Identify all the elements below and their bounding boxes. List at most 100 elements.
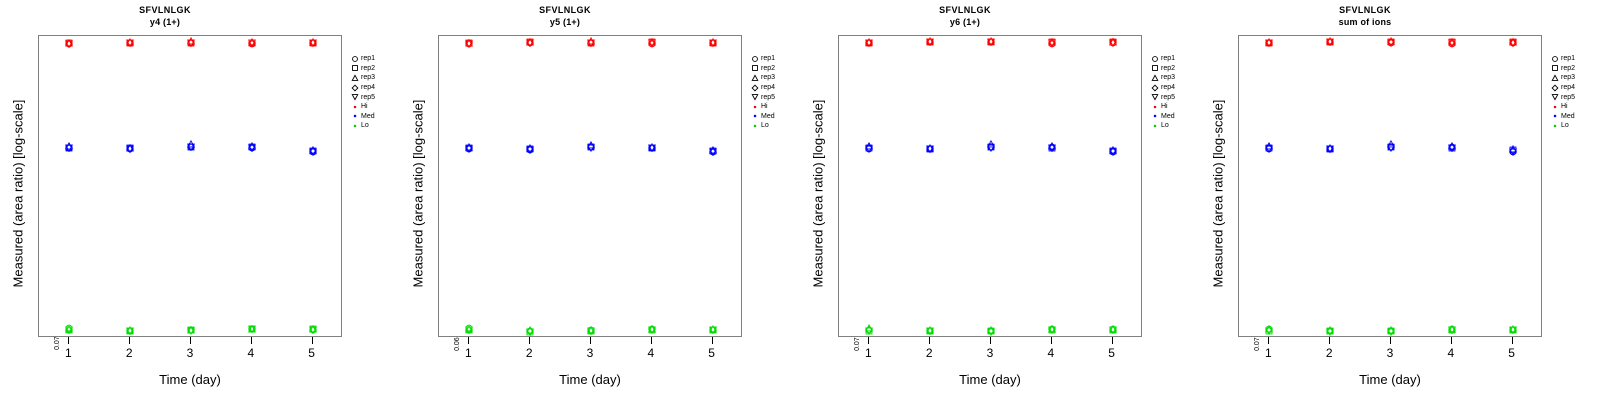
dot-icon — [1148, 102, 1161, 111]
x-tick-label: 3 — [186, 346, 194, 360]
legend-item: Hi — [1548, 102, 1600, 112]
legend-item: Hi — [348, 102, 400, 112]
triangle-down-icon — [748, 93, 761, 102]
legend-item: rep2 — [1148, 64, 1200, 74]
panel-title: SFVLNLGK y4 (1+) — [0, 4, 330, 28]
legend-item-label: Hi — [361, 103, 368, 111]
panel-subtitle: y6 (1+) — [949, 17, 981, 27]
x-tick-label: 3 — [986, 346, 994, 360]
panel-subtitle: sum of ions — [1338, 17, 1392, 27]
legend-item: Lo — [1548, 121, 1600, 131]
x-tick-mark — [311, 337, 313, 344]
x-tick-mark — [129, 337, 131, 344]
legend-item-label: rep5 — [1161, 93, 1176, 101]
panel-title: SFVLNLGK y6 (1+) — [800, 4, 1130, 28]
legend-item-label: Hi — [1161, 103, 1168, 111]
x-tick-mark — [1511, 337, 1513, 344]
legend-item-label: rep2 — [361, 64, 376, 72]
legend: rep1 rep2 rep3 rep4 rep5 Hi Med — [348, 54, 400, 131]
dot-icon — [748, 121, 761, 130]
x-tick-label: 5 — [1508, 346, 1515, 360]
legend-item: rep3 — [348, 73, 400, 83]
circle-icon — [348, 54, 361, 63]
legend-item-label: Hi — [761, 103, 768, 111]
legend-item: rep4 — [748, 83, 800, 93]
x-tick-mark — [650, 337, 652, 344]
legend-item-label: rep5 — [361, 93, 376, 101]
legend-item: rep3 — [748, 73, 800, 83]
legend-item: rep1 — [1148, 54, 1200, 64]
x-tick-label: 5 — [708, 346, 715, 360]
data-point-layer — [839, 36, 1141, 336]
chart-panel: SFVLNLGK y4 (1+) Measured (area ratio) [l… — [0, 0, 400, 400]
legend-item-label: rep1 — [361, 55, 376, 63]
x-axis-label: Time (day) — [559, 372, 621, 387]
legend-item-label: Med — [361, 112, 375, 120]
triangle-up-icon — [1148, 73, 1161, 82]
x-tick-mark — [590, 337, 591, 344]
x-tick-mark — [990, 337, 991, 344]
x-tick-mark — [468, 337, 470, 344]
legend-item: Med — [348, 112, 400, 122]
legend-item-label: rep3 — [1561, 74, 1576, 82]
peptide-sequence: SFVLNLGK — [139, 5, 191, 15]
legend-item-label: rep2 — [761, 64, 776, 72]
legend-item: rep1 — [748, 54, 800, 64]
x-tick-mark — [711, 337, 713, 344]
legend-item: rep4 — [1148, 83, 1200, 93]
x-tick-label: 4 — [247, 346, 255, 360]
x-tick-mark — [1390, 337, 1391, 344]
legend-item: Med — [1548, 112, 1600, 122]
dot-icon — [1548, 112, 1561, 121]
legend-item: rep5 — [1548, 92, 1600, 102]
legend-item-label: rep3 — [761, 74, 776, 82]
diamond-icon — [1148, 83, 1161, 92]
panel-title: SFVLNLGK y5 (1+) — [400, 4, 730, 28]
y-axis-label: Measured (area ratio) [log-scale] — [1210, 99, 1226, 288]
x-tick-label: 2 — [925, 346, 933, 360]
x-tick-label: 3 — [586, 346, 594, 360]
circle-icon — [748, 54, 761, 63]
legend-item-label: rep5 — [1561, 93, 1576, 101]
triangle-up-icon — [1548, 73, 1561, 82]
x-tick-label: 1 — [1265, 346, 1272, 360]
legend-item: Hi — [748, 102, 800, 112]
dot-icon — [348, 121, 361, 130]
triangle-up-icon — [748, 73, 761, 82]
triangle-down-icon — [348, 93, 361, 102]
x-tick-label: 2 — [125, 346, 133, 360]
legend-item: rep1 — [1548, 54, 1600, 64]
legend-item-label: rep5 — [761, 93, 776, 101]
legend-item: rep3 — [1548, 73, 1600, 83]
dot-icon — [1548, 121, 1561, 130]
panel-title: SFVLNLGK sum of ions — [1200, 4, 1530, 28]
legend-item: Hi — [1148, 102, 1200, 112]
y-axis-label: Measured (area ratio) [log-scale] — [10, 99, 26, 288]
diamond-icon — [348, 83, 361, 92]
x-tick-label: 1 — [465, 346, 472, 360]
peptide-sequence: SFVLNLGK — [539, 5, 591, 15]
dot-icon — [748, 112, 761, 121]
legend-item: Lo — [748, 121, 800, 131]
x-tick-mark — [529, 337, 531, 344]
x-tick-mark — [1329, 337, 1331, 344]
x-tick-label: 5 — [1108, 346, 1115, 360]
x-tick-mark — [1450, 337, 1452, 344]
legend-item-label: rep2 — [1561, 64, 1576, 72]
circle-icon — [1148, 54, 1161, 63]
dot-icon — [1548, 102, 1561, 111]
legend-item: rep2 — [748, 64, 800, 74]
legend-item: rep5 — [1148, 92, 1200, 102]
x-axis-label: Time (day) — [159, 372, 221, 387]
x-tick-label: 5 — [308, 346, 315, 360]
x-tick-label: 4 — [1047, 346, 1055, 360]
x-tick-mark — [868, 337, 870, 344]
x-axis-label: Time (day) — [959, 372, 1021, 387]
plot-area — [1238, 35, 1542, 337]
legend-item: rep4 — [1548, 83, 1600, 93]
dot-icon — [1148, 112, 1161, 121]
plot-area — [38, 35, 342, 337]
legend-item: rep2 — [348, 64, 400, 74]
diamond-icon — [748, 83, 761, 92]
chart-panel: SFVLNLGK y6 (1+) Measured (area ratio) [l… — [800, 0, 1200, 400]
